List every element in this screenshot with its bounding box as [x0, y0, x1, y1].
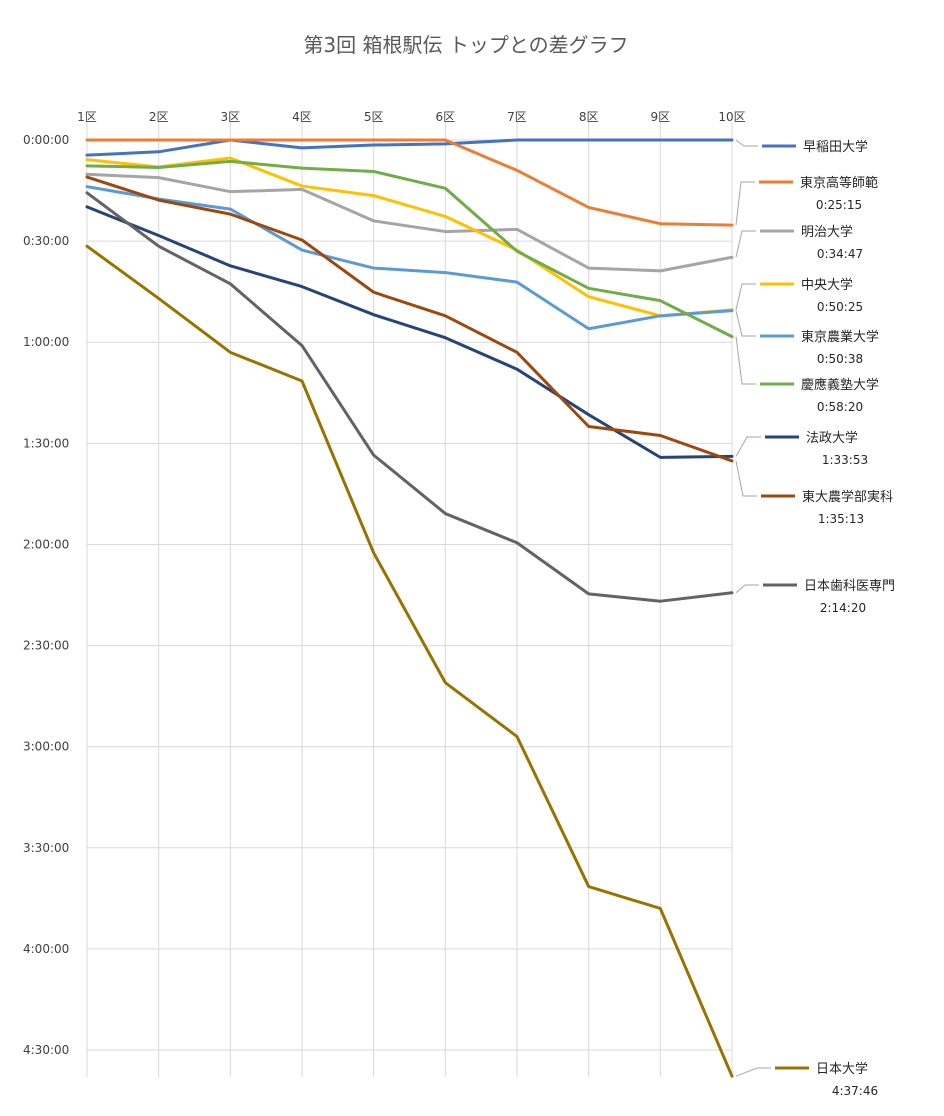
- legend-final-gap: 1:33:53: [822, 453, 868, 467]
- legend-final-gap: 1:35:13: [818, 512, 864, 526]
- legend-leader-line: [735, 460, 757, 497]
- x-tick-label: 7区: [507, 110, 527, 124]
- legend-series-name: 慶應義塾大学: [801, 377, 879, 393]
- legend-series-name: 早稲田大学: [803, 139, 868, 155]
- x-axis-tick-labels: 1区 2区 3区 4区 5区 6区 7区 8区 9区 10区: [77, 110, 745, 124]
- x-tick-label: 6区: [436, 110, 456, 124]
- x-tick-label: 3区: [221, 110, 241, 124]
- series-line: [85, 138, 734, 157]
- legend-series-name: 法政大学: [806, 430, 858, 446]
- x-tick-label: 10区: [718, 110, 745, 124]
- legend-leader-line: [735, 181, 755, 226]
- series-line: [85, 175, 734, 463]
- y-tick-label: 2:00:00: [23, 537, 69, 551]
- legend-series-name: 東京高等師範: [800, 175, 878, 191]
- legend-leader-line: [735, 283, 756, 311]
- series-lines: [85, 138, 734, 1078]
- legend-series-name: 明治大学: [801, 224, 853, 240]
- x-tick-label: 2区: [149, 110, 169, 124]
- y-tick-label: 4:00:00: [23, 942, 69, 956]
- legend-final-gap: 0:34:47: [817, 247, 863, 261]
- legend-leader-line: [735, 139, 758, 147]
- legend-leader-line: [735, 584, 759, 594]
- legend-leader-line: [735, 336, 756, 385]
- y-tick-label: 0:00:00: [23, 133, 69, 147]
- legend-final-gap: 0:25:15: [816, 198, 862, 212]
- series-line: [85, 244, 734, 1078]
- legend-leader-line: [735, 1067, 771, 1077]
- series-line: [85, 156, 734, 318]
- x-tick-label: 1区: [77, 110, 97, 124]
- legend-final-gap: 2:14:20: [820, 601, 866, 615]
- y-tick-label: 1:30:00: [23, 436, 69, 450]
- series-line: [85, 185, 734, 331]
- x-tick-label: 4区: [292, 110, 312, 124]
- legend-series-name: 東京農業大学: [801, 329, 879, 345]
- y-tick-label: 2:30:00: [23, 639, 69, 653]
- legend-series-name: 日本大学: [816, 1061, 868, 1077]
- legend-series-name: 日本歯科医専門: [804, 579, 895, 594]
- x-tick-label: 9区: [651, 110, 671, 124]
- y-tick-label: 1:00:00: [23, 335, 69, 349]
- y-tick-label: 3:00:00: [23, 740, 69, 754]
- y-tick-label: 4:30:00: [23, 1043, 69, 1057]
- legend-leader-line: [735, 230, 756, 258]
- y-axis-tick-labels: 0:00:00 0:30:00 1:00:00 1:30:00 2:00:00 2:30:…: [23, 133, 69, 1057]
- legend-series-name: 東大農学部実科: [802, 489, 893, 505]
- series-line: [85, 191, 734, 603]
- y-tick-label: 3:30:00: [23, 841, 69, 855]
- series-line: [85, 138, 734, 227]
- chart-title: 第3回 箱根駅伝 トップとの差グラフ: [303, 33, 628, 57]
- legend-final-gap: 0:50:38: [817, 352, 863, 366]
- x-tick-label: 5区: [364, 110, 384, 124]
- legend-leader-line: [735, 436, 761, 457]
- y-tick-label: 0:30:00: [23, 234, 69, 248]
- legend-leader-lines: [735, 139, 771, 1077]
- legend-final-gap: 0:50:25: [817, 300, 863, 314]
- series-line: [85, 159, 734, 339]
- legend-series-name: 中央大学: [801, 277, 853, 293]
- legend-final-gap: 4:37:46: [832, 1084, 878, 1098]
- x-tick-label: 8区: [579, 110, 599, 124]
- legend-leader-line: [735, 310, 756, 337]
- legend-final-gap: 0:58:20: [817, 400, 863, 414]
- series-line: [85, 205, 734, 459]
- series-line: [85, 172, 734, 273]
